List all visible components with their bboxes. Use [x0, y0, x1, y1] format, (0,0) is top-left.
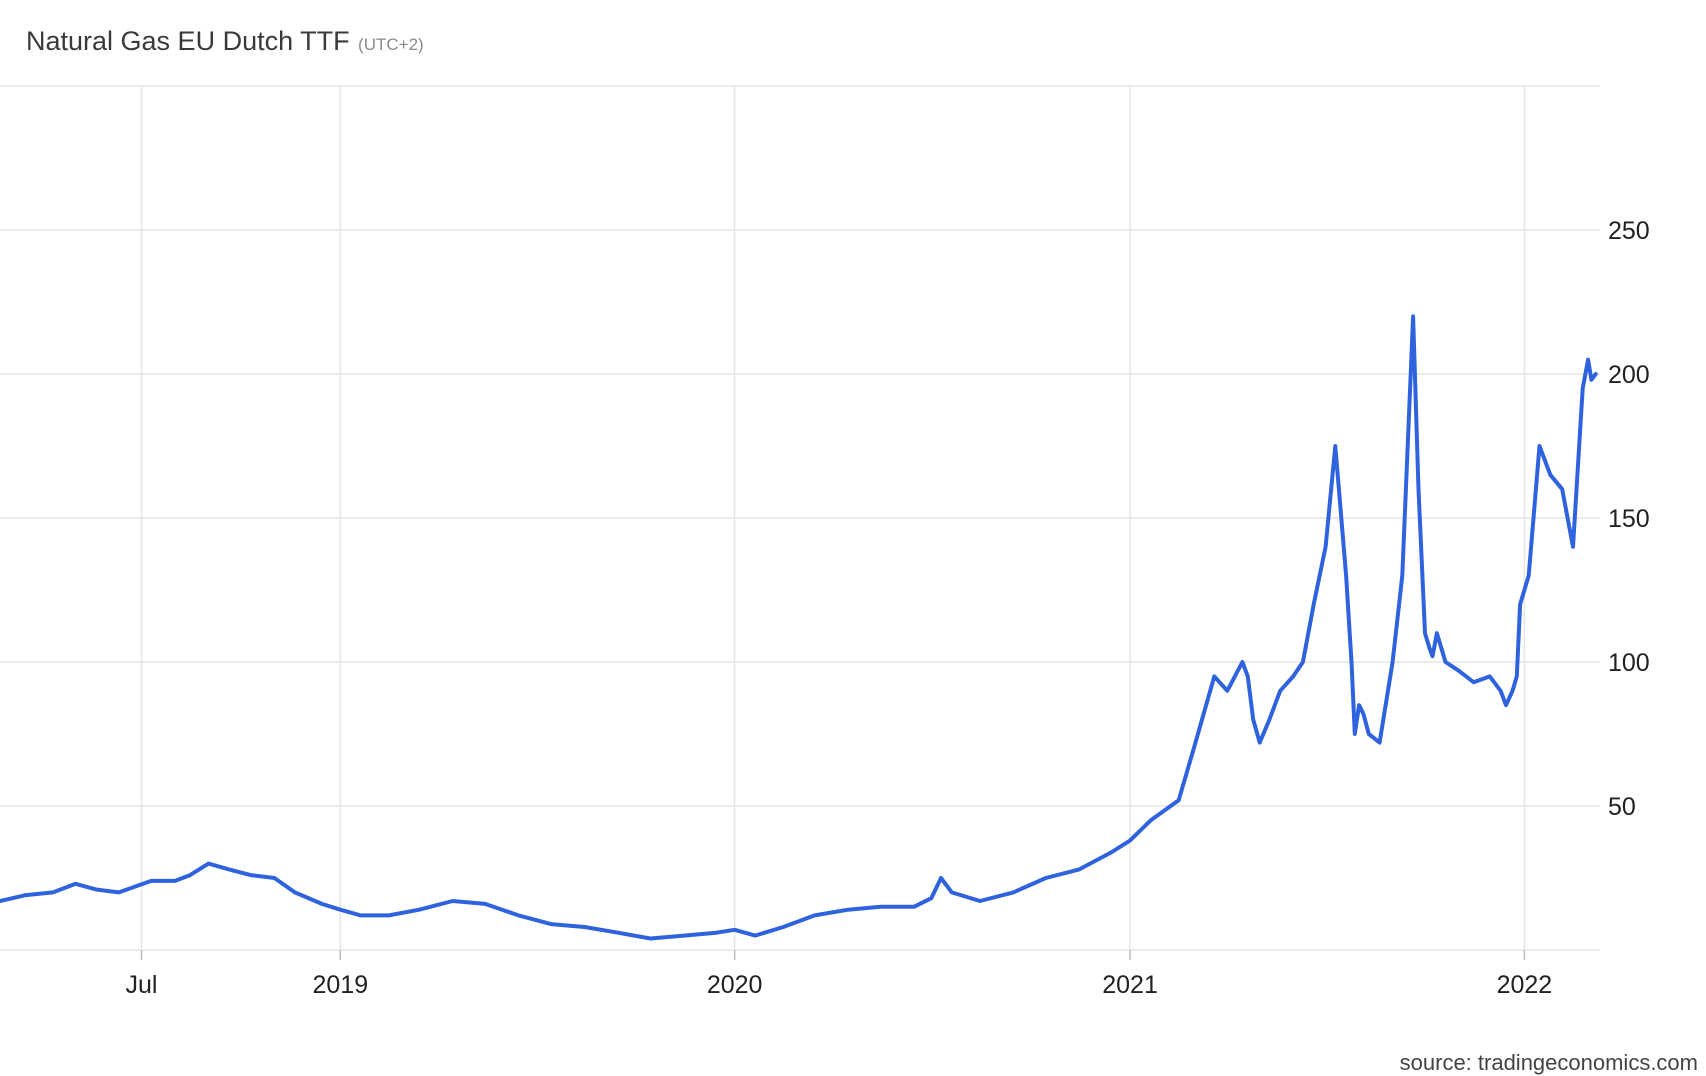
series-line-0 [0, 314, 1598, 941]
y-tick-label-200: 200 [1608, 361, 1650, 389]
y-tick-label-50: 50 [1608, 793, 1636, 821]
y-tick-label-150: 150 [1608, 505, 1650, 533]
x-tick-label-2021: 2021 [1102, 971, 1158, 999]
series-line-layer [0, 314, 1598, 941]
source-credit: source: tradingeconomics.com [1399, 1050, 1698, 1075]
timezone-label: (UTC+2) [358, 35, 424, 54]
y-tick-label-100: 100 [1608, 649, 1650, 677]
grid-lines [0, 85, 1600, 960]
x-tick-label-2022: 2022 [1497, 971, 1553, 999]
chart-title-bar: Natural Gas EU Dutch TTF (UTC+2) [26, 26, 424, 57]
x-tick-label-2020: 2020 [707, 971, 763, 999]
tick-labels: 50 100 150 200 250 Jul 2019 2020 2021 2022 [126, 217, 1650, 999]
x-tick-label-Jul: Jul [126, 971, 158, 999]
x-tick-label-2019: 2019 [312, 971, 368, 999]
y-tick-label-250: 250 [1608, 217, 1650, 245]
chart-title: Natural Gas EU Dutch TTF [26, 26, 350, 56]
